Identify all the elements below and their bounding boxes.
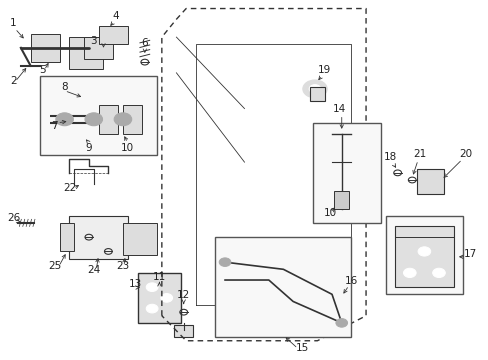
Circle shape (308, 85, 320, 93)
Circle shape (335, 319, 347, 327)
Text: 1: 1 (10, 18, 17, 28)
Circle shape (302, 80, 326, 98)
Circle shape (417, 247, 430, 256)
Bar (122, 223, 157, 255)
Bar (137, 273, 181, 323)
Circle shape (219, 258, 230, 266)
Text: 17: 17 (463, 249, 476, 259)
Circle shape (432, 268, 445, 278)
Text: 5: 5 (40, 65, 46, 75)
Text: 19: 19 (318, 65, 331, 75)
Text: 24: 24 (87, 265, 100, 275)
Circle shape (114, 113, 131, 126)
Bar (30, 33, 60, 62)
Text: 4: 4 (112, 11, 119, 21)
Bar (40, 76, 157, 155)
Bar (394, 226, 453, 287)
Bar (174, 325, 193, 337)
Text: 22: 22 (62, 183, 76, 193)
Bar (69, 216, 127, 258)
Text: 9: 9 (85, 143, 92, 153)
Bar (122, 105, 142, 134)
Text: 26: 26 (7, 213, 20, 223)
Circle shape (85, 113, 102, 126)
Text: 10: 10 (121, 143, 134, 153)
Bar (385, 216, 462, 294)
Text: 18: 18 (383, 152, 396, 162)
Text: 2: 2 (10, 76, 17, 86)
Bar (215, 237, 351, 337)
Bar (60, 223, 74, 251)
Bar (69, 37, 103, 69)
Bar (84, 37, 113, 59)
Circle shape (146, 283, 158, 292)
Circle shape (146, 304, 158, 313)
Circle shape (403, 268, 415, 278)
Bar (312, 123, 380, 223)
Text: 21: 21 (412, 149, 426, 159)
Text: 8: 8 (61, 82, 68, 92)
Text: 13: 13 (128, 279, 142, 289)
Text: 16: 16 (344, 276, 357, 285)
Bar (99, 26, 127, 44)
Text: 3: 3 (90, 36, 97, 46)
Text: 7: 7 (51, 121, 58, 131)
Bar (309, 87, 324, 102)
Text: 10: 10 (323, 208, 336, 218)
Text: 23: 23 (116, 261, 129, 271)
Circle shape (161, 294, 172, 302)
Text: 15: 15 (296, 343, 309, 354)
Bar (334, 191, 348, 208)
Circle shape (56, 113, 73, 126)
Text: 25: 25 (48, 261, 61, 271)
Text: 14: 14 (332, 104, 345, 114)
Bar (99, 105, 118, 134)
Text: 6: 6 (141, 38, 148, 48)
Text: 12: 12 (177, 290, 190, 300)
Bar (416, 169, 443, 194)
Text: 20: 20 (458, 149, 471, 159)
Text: 11: 11 (152, 272, 166, 282)
